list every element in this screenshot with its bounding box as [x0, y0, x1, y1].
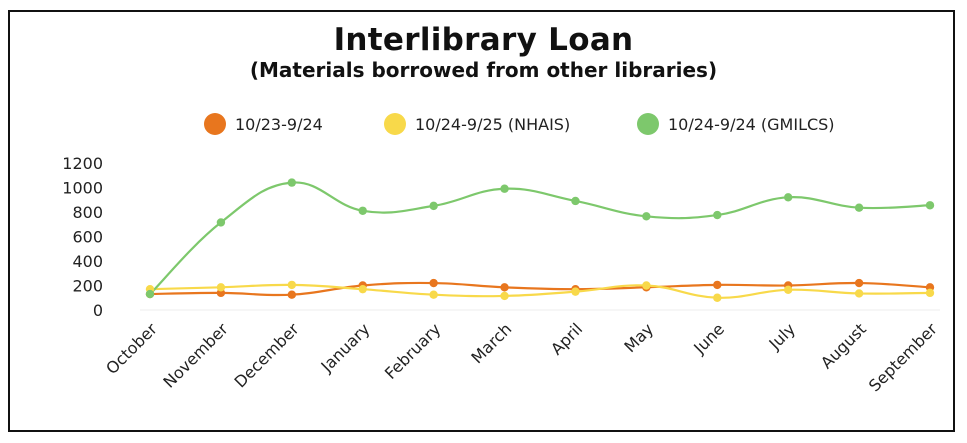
series-1-point-2: [287, 290, 297, 299]
series-line-3: [149, 181, 931, 295]
series-lines: [149, 181, 931, 299]
x-tick-label-9: July: [765, 319, 799, 353]
chart-title: Interlibrary Loan: [333, 22, 634, 58]
series-3-point-5: [500, 184, 509, 193]
series-2-point-10: [854, 289, 864, 298]
y-tick-label-3: 600: [72, 228, 103, 247]
y-tick-label-1: 200: [72, 277, 103, 296]
series-3-point-11: [925, 201, 935, 210]
x-tick-label-7: May: [620, 319, 657, 356]
series-2-point-5: [500, 291, 509, 301]
series-3-point-6: [571, 196, 580, 206]
x-tick-label-11: September: [865, 319, 941, 395]
legend-marker-1: [204, 113, 226, 135]
series-3-point-3: [358, 206, 367, 215]
y-tick-label-2: 400: [72, 252, 103, 271]
x-tick-label-10: August: [817, 319, 870, 372]
series-3-point-0: [145, 289, 155, 299]
series-2-point-7: [642, 281, 651, 290]
series-2-point-11: [925, 288, 935, 298]
series-2-point-4: [429, 290, 438, 299]
series-2-point-1: [216, 283, 226, 292]
series-3-point-4: [429, 201, 438, 211]
series-1-point-4: [429, 278, 438, 288]
chart-title-block: Interlibrary Loan (Materials borrowed fr…: [0, 22, 967, 82]
legend-marker-2: [384, 113, 406, 135]
y-tick-label-0: 0: [93, 301, 103, 320]
series-line-1: [149, 281, 931, 297]
series-3-point-10: [854, 203, 864, 212]
chart-frame: [8, 10, 955, 432]
series-3-point-2: [287, 178, 297, 187]
series-2-point-8: [713, 293, 722, 302]
x-tick-label-5: March: [467, 319, 515, 367]
series-1-point-10: [854, 278, 864, 288]
chart-legend: 10/23-9/24 10/24-9/25 (NHAIS) 10/24-9/24 (…: [204, 113, 835, 135]
x-tick-label-1: November: [159, 319, 232, 392]
y-axis: 0 200 400 600 800 1000 1200: [62, 154, 103, 320]
series-2-point-3: [358, 284, 367, 294]
series-3-point-7: [642, 212, 651, 221]
x-tick-label-6: April: [547, 319, 586, 358]
legend-marker-3: [637, 113, 659, 135]
x-tick-label-3: January: [317, 319, 374, 376]
y-tick-label-4: 800: [72, 203, 103, 222]
x-tick-label-0: October: [102, 319, 161, 378]
x-tick-label-2: December: [231, 319, 303, 391]
x-tick-label-8: June: [689, 319, 728, 358]
legend-label-3: 10/24-9/24 (GMILCS): [668, 115, 835, 134]
series-3-point-8: [713, 210, 722, 220]
x-tick-label-4: February: [381, 319, 445, 383]
series-points: [145, 178, 935, 302]
chart-subtitle: (Materials borrowed from other libraries…: [249, 58, 718, 82]
series-line-2: [149, 283, 931, 299]
series-1-point-5: [500, 283, 509, 292]
series-2-point-9: [783, 285, 793, 294]
y-tick-label-6: 1200: [62, 154, 103, 173]
series-3-point-1: [216, 218, 226, 227]
legend-label-1: 10/23-9/24: [235, 115, 323, 134]
legend-label-2: 10/24-9/25 (NHAIS): [415, 115, 570, 134]
series-2-point-2: [287, 280, 297, 290]
series-1-point-8: [713, 280, 722, 290]
series-2-point-6: [571, 287, 580, 296]
series-3-point-9: [783, 193, 793, 202]
y-tick-label-5: 1000: [62, 179, 103, 198]
